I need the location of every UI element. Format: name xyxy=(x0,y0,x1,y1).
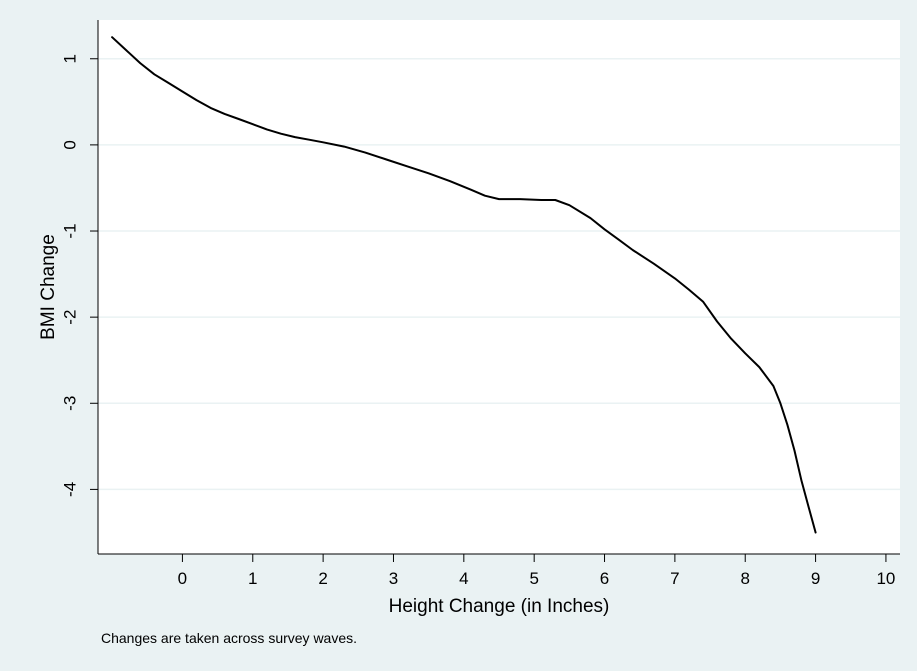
y-tick-label-1: 0 xyxy=(61,140,80,149)
chart-note: Changes are taken across survey waves. xyxy=(101,630,357,646)
grid-lines xyxy=(98,58,900,491)
x-tick-label-8: 8 xyxy=(740,569,749,588)
x-tick-label-2: 2 xyxy=(318,569,327,588)
x-tick-label-5: 5 xyxy=(529,569,538,588)
y-axis-title: BMI Change xyxy=(38,234,59,340)
y-tick-label-0: 1 xyxy=(61,54,80,63)
x-axis-title: Height Change (in Inches) xyxy=(389,596,610,617)
x-tick-label-1: 1 xyxy=(248,569,257,588)
x-tick-label-0: 0 xyxy=(178,569,187,588)
x-ticks: 0 1 2 3 4 5 6 7 8 9 10 xyxy=(178,554,895,588)
x-tick-label-6: 6 xyxy=(600,569,609,588)
axes xyxy=(97,20,900,555)
plot-area xyxy=(98,20,900,554)
x-tick-label-3: 3 xyxy=(389,569,398,588)
series xyxy=(111,36,817,534)
x-tick-label-10: 10 xyxy=(876,569,895,588)
x-tick-label-4: 4 xyxy=(459,569,468,588)
series-line-0 xyxy=(111,36,817,534)
y-tick-label-3: -2 xyxy=(61,310,80,325)
y-ticks: 1 0 -1 -2 -3 -4 xyxy=(61,54,98,497)
x-tick-label-7: 7 xyxy=(670,569,679,588)
y-tick-label-4: -3 xyxy=(61,396,80,411)
y-tick-label-5: -4 xyxy=(61,482,80,497)
x-tick-label-9: 9 xyxy=(811,569,820,588)
y-tick-label-2: -1 xyxy=(61,223,80,238)
